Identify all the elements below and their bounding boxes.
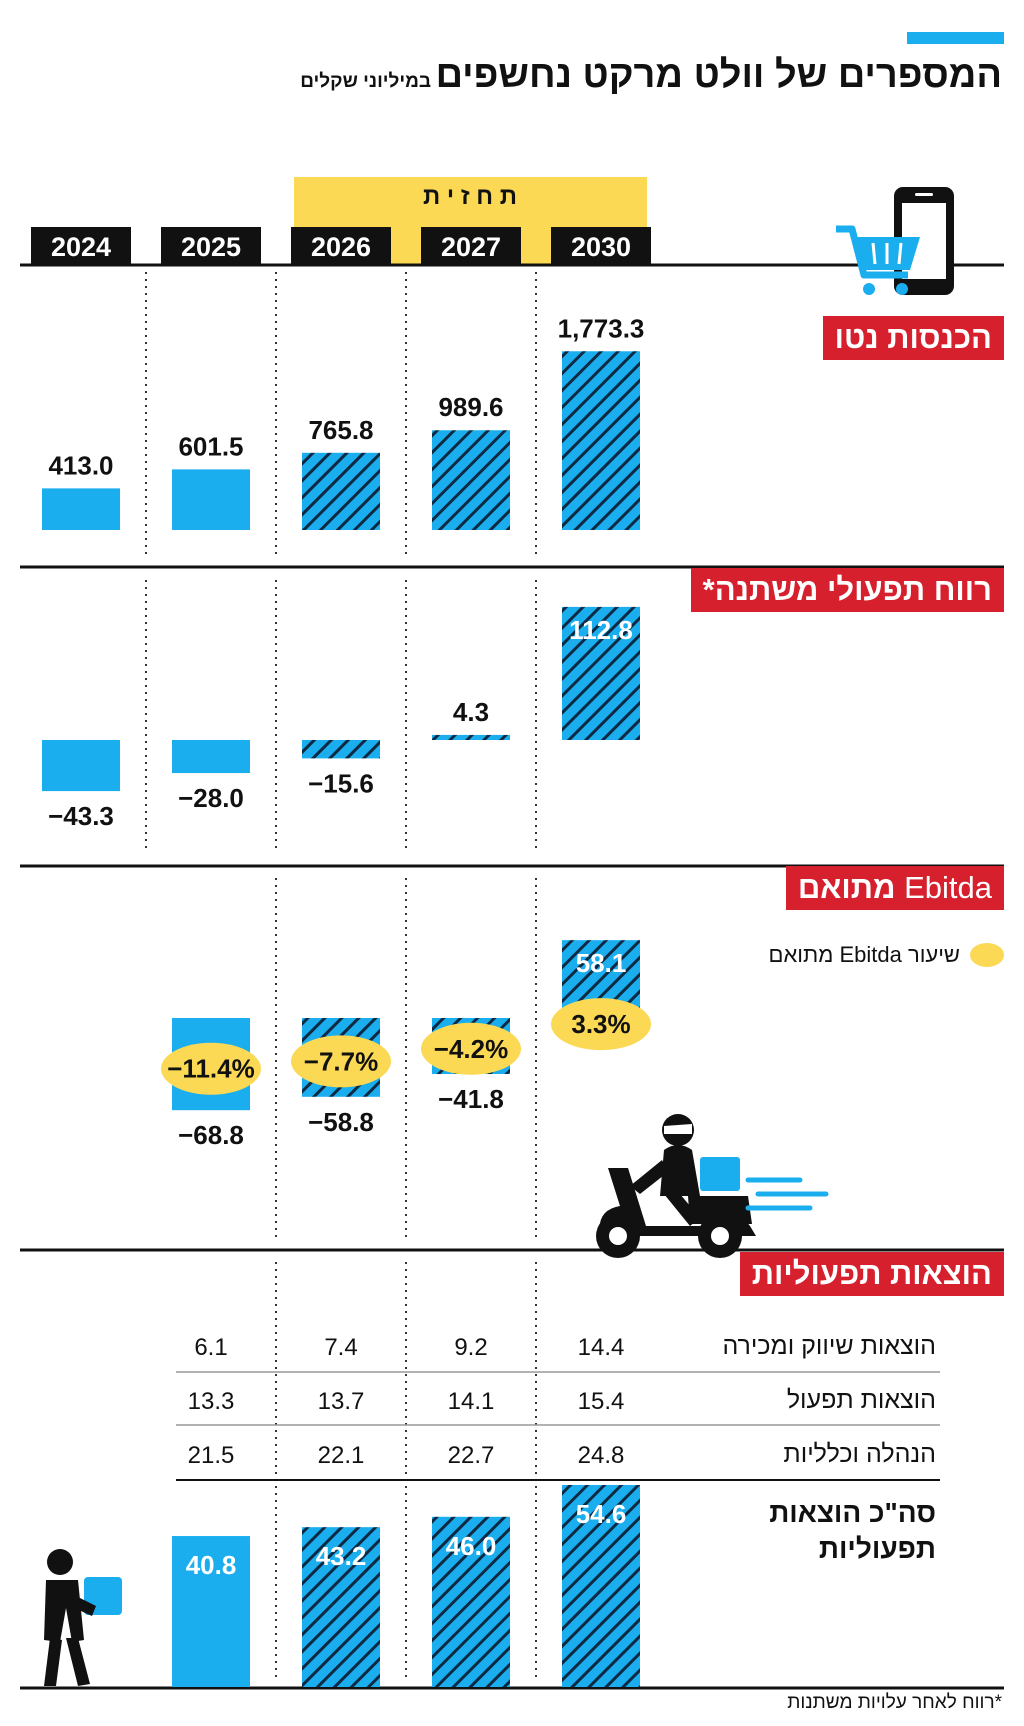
title-accent-bar bbox=[907, 32, 1004, 44]
revenue-chart: 413.0 601.5 765.8 989.6 1,773.3 bbox=[42, 313, 644, 530]
data-label: 413.0 bbox=[48, 450, 113, 480]
year-header: 2024 2025 2026 2027 2030 bbox=[31, 227, 651, 265]
year-label: 2025 bbox=[181, 232, 241, 262]
ebitda-margin-ellipse bbox=[291, 1035, 391, 1088]
operating-profit-chart: −43.3 −28.0 −15.6 4.3 112.8 bbox=[42, 606, 640, 831]
year-label-bg bbox=[161, 227, 261, 265]
data-label: 112.8 bbox=[569, 615, 633, 645]
table-cell: 14.1 bbox=[447, 1388, 495, 1415]
ebitda-label-suffix: מתואם bbox=[797, 870, 896, 905]
bar bbox=[562, 1484, 640, 1687]
section-label-ebitda: Ebitda מתואם bbox=[785, 866, 1004, 910]
bar bbox=[302, 1527, 380, 1687]
table-cell: 22.7 bbox=[447, 1442, 495, 1469]
bar bbox=[42, 740, 120, 792]
ebitda-margin-legend: שיעור Ebitda מתואם bbox=[769, 942, 1004, 968]
ebitda-margin-label: −7.7% bbox=[304, 1046, 378, 1076]
smartphone-cart-icon bbox=[836, 187, 954, 295]
year-label-bg bbox=[31, 227, 131, 265]
ebitda-label-prefix: Ebitda bbox=[904, 870, 992, 905]
footnote: *רווח לאחר עלויות משתנות bbox=[787, 1692, 1002, 1713]
total-label-line: סה"כ הוצאות bbox=[769, 1497, 936, 1528]
data-label: −41.8 bbox=[438, 1084, 504, 1114]
data-label: 54.6 bbox=[576, 1499, 627, 1529]
ebitda-margin-ellipse bbox=[421, 1022, 521, 1075]
legend-marker bbox=[970, 943, 1004, 967]
ebitda-margin-ellipse bbox=[161, 1042, 261, 1095]
data-label: −58.8 bbox=[308, 1107, 374, 1137]
table-cell: 6.1 bbox=[194, 1334, 228, 1361]
data-label: 58.1 bbox=[576, 948, 627, 978]
section-label-operating-profit: רווח תפעולי משתנה* bbox=[690, 568, 1004, 612]
section-label-expenses: הוצאות תפעוליות bbox=[739, 1252, 1004, 1296]
table-cell: 24.8 bbox=[577, 1442, 625, 1469]
year-label-bg bbox=[551, 227, 651, 265]
delivery-scooter-icon bbox=[596, 1114, 829, 1258]
ebitda-margin-label: −11.4% bbox=[167, 1054, 254, 1084]
bar bbox=[432, 734, 510, 740]
table-cell: 9.2 bbox=[454, 1334, 488, 1361]
year-label: 2024 bbox=[51, 232, 111, 262]
total-expenses-label: סה"כ הוצאות תפעוליות bbox=[676, 1495, 936, 1567]
data-label: −68.8 bbox=[178, 1120, 244, 1150]
table-cell: 14.4 bbox=[577, 1334, 625, 1361]
total-expenses-chart: 40.8 43.2 46.0 54.6 bbox=[172, 1484, 640, 1687]
data-label: 46.0 bbox=[446, 1531, 497, 1561]
year-label-bg bbox=[421, 227, 521, 265]
forecast-label: ת ח ז י ת bbox=[423, 183, 517, 210]
courier-person-icon bbox=[44, 1549, 122, 1686]
table-row-label: הוצאות שיווק ומכירה bbox=[722, 1332, 936, 1360]
bar bbox=[172, 1536, 250, 1687]
title-block: המספרים של וולט מרקט נחשפים במיליוני שקל… bbox=[300, 54, 1002, 97]
bar bbox=[172, 469, 250, 530]
ebitda-margin-ellipse bbox=[551, 998, 651, 1051]
table-row-label: הנהלה וכלליות bbox=[783, 1440, 936, 1468]
bar bbox=[172, 740, 250, 774]
ebitda-margin-label: −4.2% bbox=[434, 1034, 508, 1064]
table-row-label: הוצאות תפעול bbox=[786, 1386, 936, 1414]
ebitda-chart: −68.8 −11.4% −58.8 −7.7% −41.8 −4.2% 58.1 3.3% bbox=[161, 940, 651, 1150]
data-label: 765.8 bbox=[308, 415, 373, 445]
year-label: 2030 bbox=[571, 232, 631, 262]
section-label-revenue: הכנסות נטו bbox=[822, 316, 1004, 360]
bar bbox=[302, 740, 380, 759]
total-label-line: תפעוליות bbox=[818, 1533, 936, 1564]
data-label: −28.0 bbox=[178, 783, 244, 813]
ebitda-margin-label: 3.3% bbox=[571, 1009, 630, 1039]
data-label: 1,773.3 bbox=[558, 313, 645, 343]
table-cell: 21.5 bbox=[187, 1442, 235, 1469]
data-label: 989.6 bbox=[438, 392, 503, 422]
bar bbox=[302, 452, 380, 530]
year-label-bg bbox=[291, 227, 391, 265]
data-label: 40.8 bbox=[186, 1550, 237, 1580]
page-title: המספרים של וולט מרקט נחשפים bbox=[435, 54, 1002, 96]
data-label: 43.2 bbox=[316, 1541, 367, 1571]
table-cell: 22.1 bbox=[317, 1442, 365, 1469]
page-subtitle: במיליוני שקלים bbox=[300, 71, 432, 92]
data-label: 4.3 bbox=[453, 697, 489, 727]
table-cell: 15.4 bbox=[577, 1388, 625, 1415]
table-cell: 13.7 bbox=[317, 1388, 365, 1415]
bar bbox=[432, 1516, 510, 1687]
table-cell: 13.3 bbox=[187, 1388, 235, 1415]
column-dividers bbox=[145, 272, 537, 1680]
table-cell: 7.4 bbox=[324, 1334, 358, 1361]
bar bbox=[562, 606, 640, 740]
bar bbox=[42, 488, 120, 530]
bar bbox=[562, 351, 640, 530]
year-label: 2026 bbox=[311, 232, 371, 262]
bar bbox=[432, 430, 510, 530]
legend-label: שיעור Ebitda מתואם bbox=[768, 942, 960, 967]
data-label: 601.5 bbox=[178, 431, 243, 461]
data-label: −43.3 bbox=[48, 801, 114, 831]
data-label: −15.6 bbox=[308, 768, 374, 798]
year-label: 2027 bbox=[441, 232, 501, 262]
